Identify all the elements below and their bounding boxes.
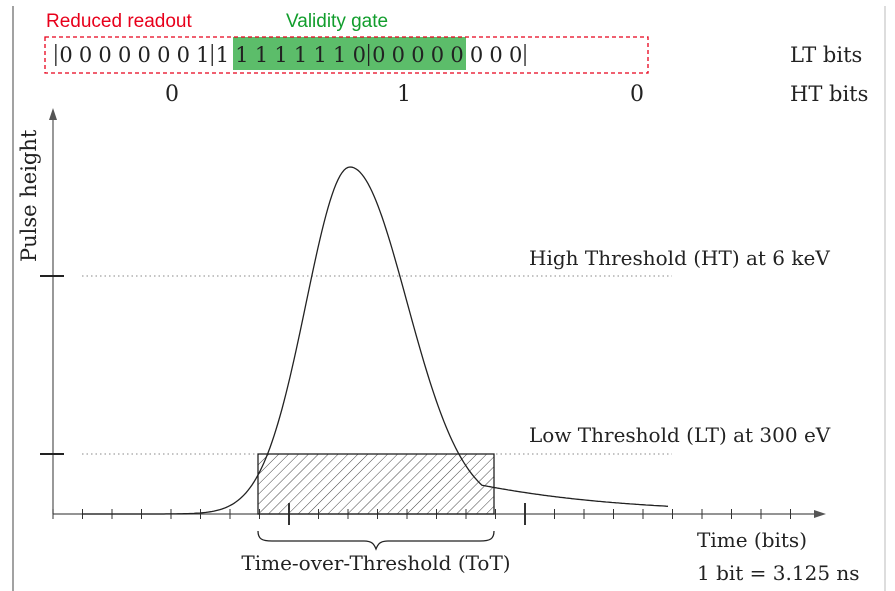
bit-duration-note: 1 bit = 3.125 ns xyxy=(697,561,860,585)
lt-bit: 0 xyxy=(509,43,522,67)
lt-bit: 0 xyxy=(450,43,463,67)
lt-bit: 1 xyxy=(313,43,326,67)
lt-bit: 1 xyxy=(274,43,287,67)
lt-bit: 1 xyxy=(216,43,229,67)
lt-bit: 0 xyxy=(392,43,405,67)
x-axis-arrowhead xyxy=(814,510,826,518)
pulse-curve xyxy=(82,166,669,515)
low-threshold-label: Low Threshold (LT) at 300 eV xyxy=(529,423,831,447)
tot-hatched-region xyxy=(257,453,495,515)
lt-bit: 0 xyxy=(489,43,502,67)
lt-bit: 0 xyxy=(431,43,444,67)
lt-bit: 0 xyxy=(177,43,190,67)
lt-bit: 0 xyxy=(118,43,131,67)
ht-bit-value: 1 xyxy=(397,82,411,107)
lt-bit: 1 xyxy=(333,43,346,67)
lt-bit: 0 xyxy=(98,43,111,67)
lt-bit: 1 xyxy=(294,43,307,67)
lt-bit: 0 xyxy=(79,43,92,67)
y-axis-arrowhead xyxy=(49,108,57,120)
x-axis-label: Time (bits) xyxy=(697,528,807,552)
lt-bit: 0 xyxy=(138,43,151,67)
lt-bits-label: LT bits xyxy=(790,43,862,67)
lt-bit: 0 xyxy=(353,43,366,67)
high-threshold-label: High Threshold (HT) at 6 keV xyxy=(529,246,830,270)
tot-label: Time-over-Threshold (ToT) xyxy=(241,551,510,575)
lt-bit: 0 xyxy=(372,43,385,67)
reduced-readout-box xyxy=(44,36,649,74)
lt-bit: 1 xyxy=(235,43,248,67)
reduced-readout-label: Reduced readout xyxy=(46,11,192,32)
ht-bit-value: 0 xyxy=(630,82,644,107)
ht-bit-value: 0 xyxy=(165,82,179,107)
lt-bit: 1 xyxy=(255,43,268,67)
lt-bit: 0 xyxy=(470,43,483,67)
y-axis-label: Pulse height xyxy=(17,129,41,262)
tot-brace xyxy=(257,530,495,551)
validity-gate-label: Validity gate xyxy=(286,11,388,32)
lt-bit: 1 xyxy=(196,43,209,67)
lt-bit: 0 xyxy=(157,43,170,67)
lt-bit: 0 xyxy=(411,43,424,67)
ht-bits-label: HT bits xyxy=(790,82,868,106)
validity-gate-fill xyxy=(233,37,466,70)
lt-bit: 0 xyxy=(59,43,72,67)
